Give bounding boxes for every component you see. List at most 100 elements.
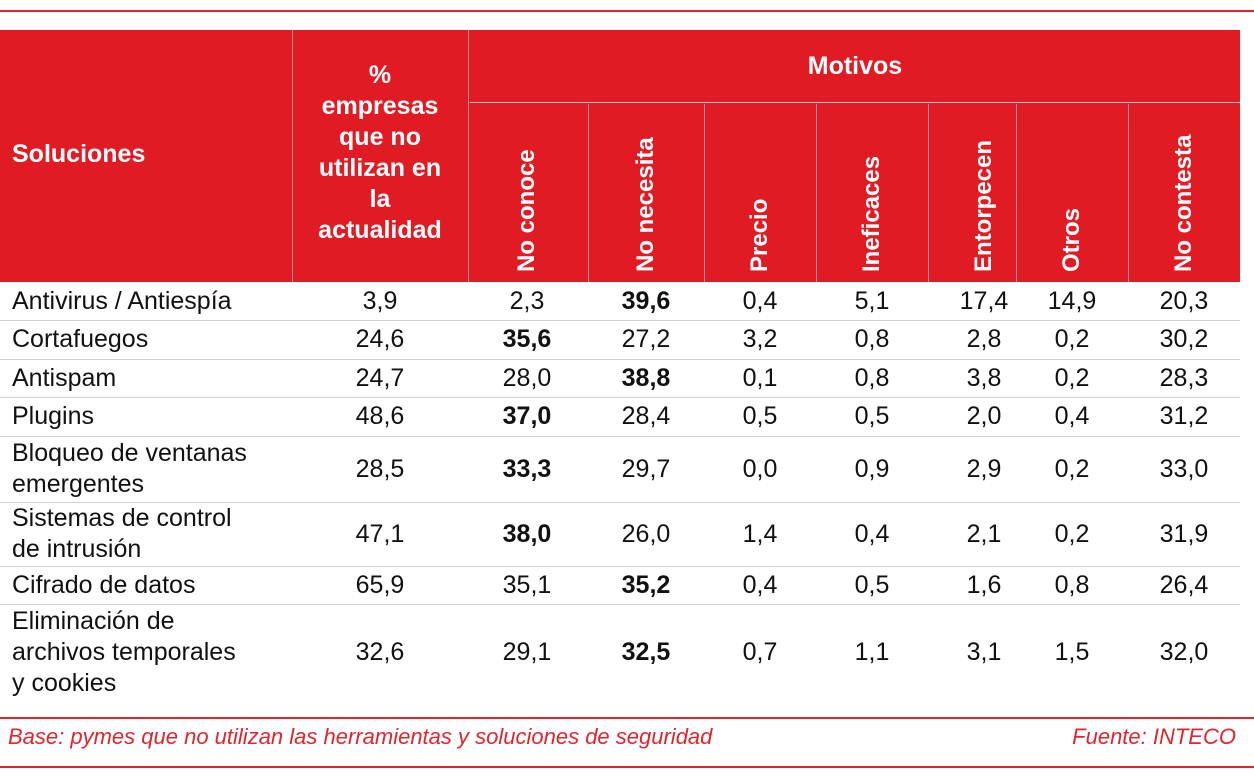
row-value: 0,2 [1054,454,1090,483]
header-percent-line: la [369,185,391,213]
row-value: 3,2 [742,325,778,353]
row-value: 0,5 [742,402,778,430]
footer-rule [0,717,1254,719]
row-value: 0,8 [1054,570,1090,599]
row-label: Plugins [12,402,94,430]
header-percent-line: que no [339,123,421,151]
row-label: archivos temporales [12,637,236,666]
row-value: 5,1 [854,287,890,315]
row-value: 0,0 [742,454,778,483]
row-value: 29,1 [502,637,552,666]
row-value: 0,9 [854,454,890,483]
row-label: emergentes [12,470,145,498]
header-reason-otros: Otros [1058,207,1085,272]
row-value: 2,8 [966,325,1002,353]
row-value: 26,4 [1159,570,1209,599]
row-value: 0,1 [742,363,778,392]
reason-divider [1128,104,1129,282]
row-value: 0,4 [742,570,778,599]
reason-divider [588,104,589,282]
row-value: 3,8 [966,363,1002,392]
row-separator [0,436,1240,437]
row-value: 39,6 [621,287,671,315]
table-row: Antispam 24,7 28,0 38,8 0,1 0,8 3,8 0,2 28,3 [0,359,1240,397]
row-value: 30,2 [1159,325,1209,353]
row-label: Antivirus / Antiespía [12,287,232,315]
row-separator [0,604,1240,605]
header-reason-entorpecen: Entorpecen [970,139,997,272]
row-label: Eliminación de [12,606,175,635]
row-value: 17,4 [959,287,1009,315]
header-percent-line: empresas [321,92,439,120]
row-value: 0,2 [1054,363,1090,392]
row-value: 47,1 [355,519,405,548]
row-value: 24,7 [355,363,405,392]
header-soluciones: Soluciones [12,140,146,168]
row-value: 24,6 [355,325,405,353]
row-label: Bloqueo de ventanas [12,439,247,467]
row-value: 38,8 [621,363,671,392]
row-value: 0,8 [854,363,890,392]
table-row: Cifrado de datos 65,9 35,1 35,2 0,4 0,5 1,6 0,8… [0,566,1240,604]
motivos-underline [470,102,1240,103]
table-row: Sistemas de control de intrusión 47,1 38,0 2… [0,502,1240,566]
row-value: 28,4 [621,402,671,430]
header-reason-ineficaces: Ineficaces [858,155,885,272]
row-value: 33,0 [1159,454,1209,483]
row-value: 28,5 [355,454,405,483]
row-label: Cifrado de datos [12,570,196,599]
row-value: 28,0 [502,363,552,392]
header-percent-line: utilizan en [318,154,442,182]
row-value: 0,4 [1054,402,1090,430]
header-reason-no-necesita: No necesita [632,137,659,272]
row-label: Sistemas de control [12,504,232,532]
row-value: 29,7 [621,454,671,483]
row-value: 35,1 [502,570,552,599]
row-value: 2,9 [966,454,1002,483]
table-row: Bloqueo de ventanas emergentes 28,5 33,3 29,… [0,436,1240,502]
row-value: 20,3 [1159,287,1209,315]
header-percent-line: % [368,61,392,89]
row-value: 48,6 [355,402,405,430]
row-value: 0,5 [854,402,890,430]
row-label: Antispam [12,363,117,392]
row-label: y cookies [12,668,117,697]
row-value: 14,9 [1047,287,1097,315]
row-value: 2,0 [966,402,1002,430]
row-value: 0,7 [742,637,778,666]
row-separator [0,397,1240,398]
reason-divider [816,104,817,282]
row-separator [0,359,1240,360]
row-value: 32,5 [621,637,671,666]
top-rule [0,10,1254,12]
row-value: 28,3 [1159,363,1209,392]
table-row: Plugins 48,6 37,0 28,4 0,5 0,5 2,0 0,4 31,2 [0,397,1240,436]
row-value: 31,2 [1159,402,1209,430]
reason-divider [928,104,929,282]
table-row: Eliminación de archivos temporales y cooki… [0,604,1240,700]
row-value: 2,1 [966,519,1002,548]
footer-base: Base: pymes que no utilizan las herramie… [8,724,713,749]
header-percent-not-using: % empresas que no utilizan en la actualidad [292,60,468,246]
reason-divider [1016,104,1017,282]
row-value: 1,1 [854,637,890,666]
row-value: 0,2 [1054,519,1090,548]
row-label: de intrusión [12,535,142,563]
row-value: 37,0 [502,402,552,430]
reason-divider [704,104,705,282]
header-reason-no-conoce: No conoce [513,149,540,272]
row-value: 32,6 [355,637,405,666]
footer-source: Fuente: INTECO [1072,724,1236,749]
table-row: Antivirus / Antiespía 3,9 2,3 39,6 0,4 5,1 17,… [0,283,1240,320]
header-motivos: Motivos [807,52,903,80]
header-divider [468,30,469,282]
row-value: 33,3 [502,454,552,483]
row-separator [0,566,1240,567]
row-value: 31,9 [1159,519,1209,548]
header-reason-no-contesta: No contesta [1170,134,1197,272]
table-header [0,30,1240,282]
row-separator [0,320,1240,321]
row-value: 35,6 [502,325,552,353]
row-value: 32,0 [1159,637,1209,666]
row-value: 0,2 [1054,325,1090,353]
